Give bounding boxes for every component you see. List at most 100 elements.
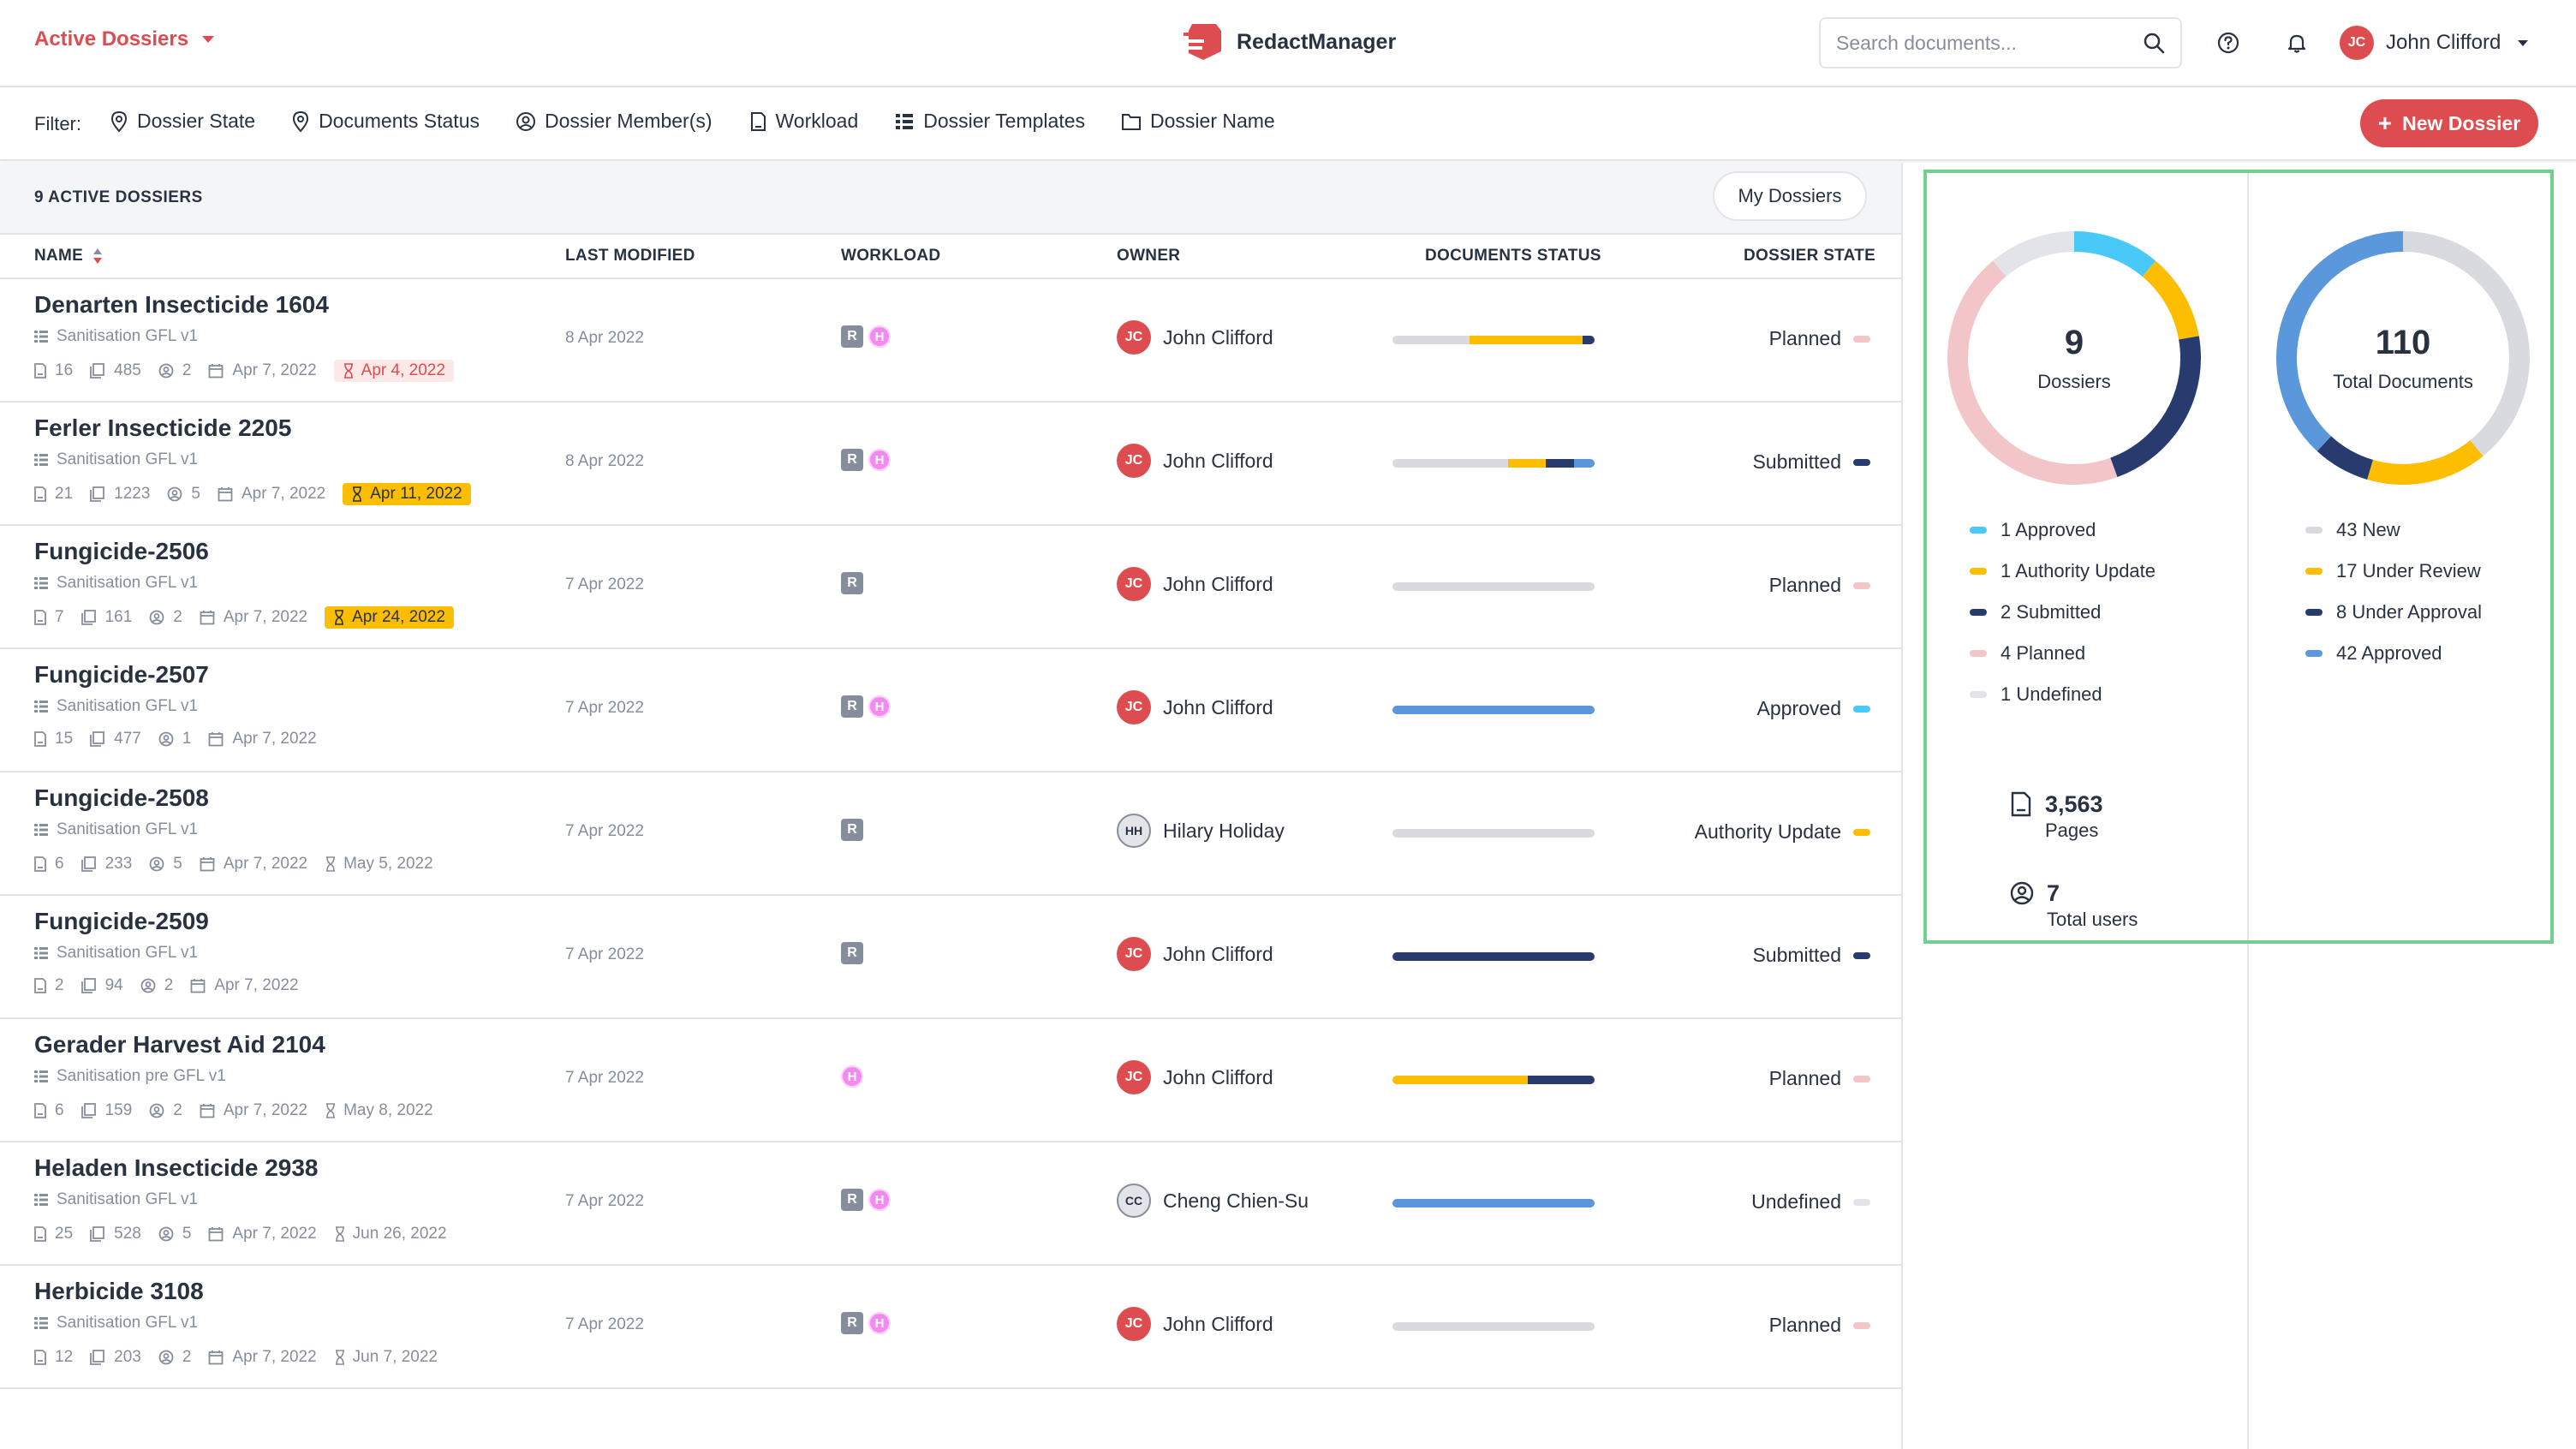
documents-status-bar[interactable]: [1392, 1199, 1595, 1208]
document-count-text: 2: [55, 976, 64, 994]
dossier-template: Sanitisation GFL v1: [34, 327, 198, 346]
dossier-name[interactable]: Fungicide-2508: [34, 784, 209, 811]
filter-dossier-state[interactable]: Dossier State: [110, 110, 255, 133]
documents-status-bar[interactable]: [1392, 459, 1595, 468]
legend-item[interactable]: 1 Approved: [1970, 519, 2156, 541]
bell-icon[interactable]: [2283, 29, 2311, 57]
table-row[interactable]: Fungicide-2508 Sanitisation GFL v1 6 233 5 Ap…: [0, 772, 1901, 896]
legend-item[interactable]: 17 Under Review: [2305, 560, 2482, 582]
legend-item[interactable]: 2 Submitted: [1970, 601, 2156, 623]
dossier-name[interactable]: Fungicide-2507: [34, 661, 209, 688]
legend-item[interactable]: 42 Approved: [2305, 642, 2482, 665]
documents-status-bar[interactable]: [1392, 706, 1595, 714]
dossier-name[interactable]: Heladen Insecticide 2938: [34, 1154, 319, 1181]
owner[interactable]: JC John Clifford: [1117, 567, 1273, 601]
new-dossier-button[interactable]: + New Dossier: [2360, 99, 2538, 147]
dossier-name[interactable]: Ferler Insecticide 2205: [34, 414, 292, 441]
column-header-name[interactable]: NAME: [34, 247, 104, 265]
donut-segment: [1947, 231, 2201, 485]
document-icon: [34, 363, 46, 379]
filter-workload[interactable]: Workload: [748, 110, 858, 133]
app-logo[interactable]: RedactManager: [1182, 21, 1396, 63]
dossier-name[interactable]: Gerader Harvest Aid 2104: [34, 1031, 325, 1058]
documents-status-bar[interactable]: [1392, 1322, 1595, 1331]
table-row[interactable]: Heladen Insecticide 2938 Sanitisation GFL…: [0, 1142, 1901, 1266]
page-count-text: 233: [104, 855, 133, 873]
table-row[interactable]: Ferler Insecticide 2205 Sanitisation GFL …: [0, 402, 1901, 526]
filter-dossier-members[interactable]: Dossier Member(s): [516, 110, 713, 133]
dossier-state: Authority Update: [1695, 820, 1870, 844]
stats-panel: [1901, 163, 2576, 1449]
template-icon: [34, 1070, 48, 1082]
owner[interactable]: CC Cheng Chien-Su: [1117, 1184, 1309, 1218]
legend-label: 1 Undefined: [2001, 683, 2102, 705]
column-header-documents-status[interactable]: DOCUMENTS STATUS: [1425, 247, 1601, 265]
due-date-text: Apr 4, 2022: [361, 361, 445, 379]
column-header-workload[interactable]: WORKLOAD: [841, 247, 941, 265]
documents-status-bar[interactable]: [1392, 582, 1595, 591]
owner[interactable]: JC John Clifford: [1117, 320, 1273, 355]
legend-item[interactable]: 43 New: [2305, 519, 2482, 541]
due-date: Apr 11, 2022: [343, 483, 471, 505]
help-icon[interactable]: [2215, 29, 2242, 57]
sort-icon[interactable]: [92, 247, 104, 265]
filter-documents-status[interactable]: Documents Status: [291, 110, 480, 133]
documents-status-bar[interactable]: [1392, 336, 1595, 344]
table-row[interactable]: Fungicide-2509 Sanitisation GFL v1 2 94 2 Apr…: [0, 896, 1901, 1019]
dossier-state: Approved: [1757, 697, 1870, 720]
created-date: Apr 7, 2022: [200, 1101, 307, 1120]
my-dossiers-button[interactable]: My Dossiers: [1713, 171, 1867, 221]
legend-label: 2 Submitted: [2001, 601, 2102, 623]
search-box[interactable]: [1819, 17, 2182, 69]
redact-logo-icon: [1184, 24, 1221, 60]
legend-item[interactable]: 1 Undefined: [1970, 683, 2156, 706]
workspace-switcher[interactable]: Active Dossiers: [34, 27, 215, 51]
page-count: 485: [90, 361, 141, 380]
column-header-dossier-state[interactable]: DOSSIER STATE: [1744, 247, 1876, 265]
legend-item[interactable]: 1 Authority Update: [1970, 560, 2156, 582]
user-menu[interactable]: JC John Clifford: [2340, 26, 2529, 60]
table-row[interactable]: Herbicide 3108 Sanitisation GFL v1 12 203 2 A…: [0, 1266, 1901, 1389]
legend-item[interactable]: 8 Under Approval: [2305, 601, 2482, 623]
page-count: 94: [80, 976, 123, 995]
owner[interactable]: JC John Clifford: [1117, 690, 1273, 724]
table-row[interactable]: Gerader Harvest Aid 2104 Sanitisation pre…: [0, 1019, 1901, 1142]
dossier-state: Planned: [1769, 574, 1870, 597]
dossier-template: Sanitisation pre GFL v1: [34, 1067, 226, 1086]
page-count-text: 94: [104, 976, 123, 994]
workload-hint-badge: H: [868, 695, 891, 718]
dossier-template: Sanitisation GFL v1: [34, 944, 198, 963]
dossier-name[interactable]: Fungicide-2509: [34, 908, 209, 934]
avatar: JC: [1117, 937, 1151, 971]
calendar-icon: [218, 487, 233, 502]
owner-name: John Clifford: [1163, 572, 1273, 595]
dossier-state: Submitted: [1752, 944, 1870, 967]
document-count: 16: [34, 361, 73, 380]
owner[interactable]: JC John Clifford: [1117, 1307, 1273, 1341]
table-row[interactable]: Fungicide-2507 Sanitisation GFL v1 15 477 1 A…: [0, 649, 1901, 772]
dossier-name[interactable]: Fungicide-2506: [34, 538, 209, 564]
documents-status-bar[interactable]: [1392, 952, 1595, 961]
dossier-name[interactable]: Denarten Insecticide 1604: [34, 291, 329, 318]
documents-status-bar[interactable]: [1392, 829, 1595, 838]
table-row[interactable]: Denarten Insecticide 1604 Sanitisation GF…: [0, 279, 1901, 402]
owner[interactable]: HH Hilary Holiday: [1117, 814, 1285, 848]
filter-dossier-name[interactable]: Dossier Name: [1121, 110, 1275, 133]
plus-icon: +: [2377, 110, 2393, 136]
created-date-text: Apr 7, 2022: [223, 608, 308, 626]
owner[interactable]: JC John Clifford: [1117, 1060, 1273, 1094]
documents-status-bar[interactable]: [1392, 1076, 1595, 1084]
filter-dossier-templates[interactable]: Dossier Templates: [894, 110, 1085, 133]
table-row[interactable]: Fungicide-2506 Sanitisation GFL v1 7 161 2 Ap…: [0, 526, 1901, 649]
search-input[interactable]: [1836, 31, 2127, 55]
owner[interactable]: JC John Clifford: [1117, 444, 1273, 478]
owner[interactable]: JC John Clifford: [1117, 937, 1273, 971]
workload-reviewer-badge: R: [841, 449, 863, 471]
search-icon[interactable]: [2143, 32, 2165, 54]
legend-item[interactable]: 4 Planned: [1970, 642, 2156, 665]
created-date-text: Apr 7, 2022: [223, 855, 308, 873]
dossier-name[interactable]: Herbicide 3108: [34, 1278, 204, 1304]
workspace-label: Active Dossiers: [34, 27, 189, 51]
column-header-last-modified[interactable]: LAST MODIFIED: [565, 247, 695, 265]
column-header-owner[interactable]: OWNER: [1117, 247, 1181, 265]
